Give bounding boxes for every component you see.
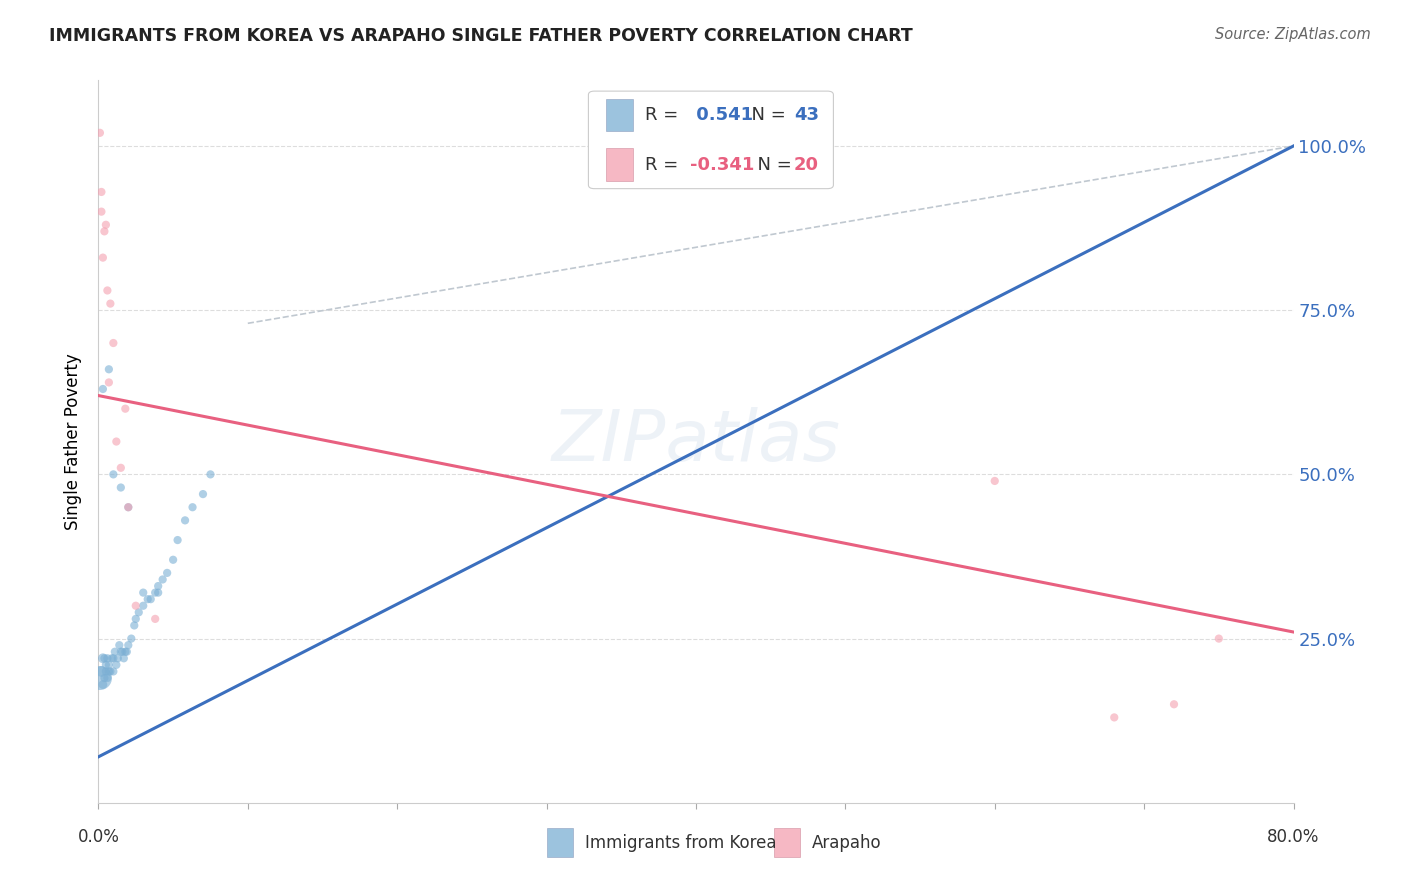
Point bbox=[120, 632, 142, 646]
Point bbox=[148, 585, 170, 599]
Point bbox=[117, 500, 139, 515]
Point bbox=[181, 500, 204, 515]
Point bbox=[90, 665, 112, 679]
Text: 0.0%: 0.0% bbox=[77, 828, 120, 847]
Point bbox=[156, 566, 179, 580]
Y-axis label: Single Father Poverty: Single Father Poverty bbox=[65, 353, 83, 530]
Point bbox=[90, 204, 112, 219]
Point bbox=[125, 612, 148, 626]
Point bbox=[105, 657, 128, 672]
Point bbox=[94, 218, 117, 232]
Point bbox=[96, 671, 118, 685]
Point bbox=[101, 651, 124, 665]
Text: 80.0%: 80.0% bbox=[1267, 828, 1320, 847]
Text: R =: R = bbox=[644, 156, 683, 174]
Point bbox=[148, 579, 170, 593]
Point bbox=[105, 434, 128, 449]
Point bbox=[93, 224, 115, 238]
Point bbox=[125, 599, 148, 613]
Point bbox=[108, 638, 131, 652]
Point bbox=[115, 645, 138, 659]
Text: N =: N = bbox=[740, 106, 792, 124]
Point bbox=[90, 185, 112, 199]
Point bbox=[97, 362, 120, 376]
Point bbox=[98, 665, 122, 679]
Point bbox=[104, 645, 127, 659]
Text: -0.341: -0.341 bbox=[690, 156, 755, 174]
Point bbox=[1104, 710, 1126, 724]
Point bbox=[110, 645, 132, 659]
Point bbox=[91, 251, 114, 265]
FancyBboxPatch shape bbox=[589, 91, 834, 189]
Point bbox=[97, 665, 120, 679]
Point bbox=[91, 677, 114, 691]
Point bbox=[96, 651, 118, 665]
Bar bbox=[606, 99, 633, 131]
Text: Arapaho: Arapaho bbox=[811, 833, 882, 852]
Text: Source: ZipAtlas.com: Source: ZipAtlas.com bbox=[1215, 27, 1371, 42]
Point bbox=[139, 592, 162, 607]
Point bbox=[94, 665, 117, 679]
Point bbox=[114, 401, 136, 416]
Point bbox=[117, 500, 139, 515]
Text: 20: 20 bbox=[794, 156, 818, 174]
Point bbox=[174, 513, 197, 527]
Point bbox=[89, 126, 111, 140]
Point bbox=[984, 474, 1007, 488]
Point bbox=[91, 651, 114, 665]
Point bbox=[103, 651, 125, 665]
Point bbox=[143, 612, 166, 626]
Text: ZIPatlas: ZIPatlas bbox=[551, 407, 841, 476]
Point bbox=[110, 460, 132, 475]
Point bbox=[152, 573, 174, 587]
Point bbox=[124, 618, 146, 632]
Bar bbox=[606, 148, 633, 181]
Text: Immigrants from Korea: Immigrants from Korea bbox=[585, 833, 776, 852]
Point bbox=[136, 592, 159, 607]
Point bbox=[93, 651, 115, 665]
Text: 43: 43 bbox=[794, 106, 818, 124]
Point bbox=[93, 671, 115, 685]
Bar bbox=[547, 828, 572, 857]
Point bbox=[94, 657, 117, 672]
Text: 0.541: 0.541 bbox=[690, 106, 754, 124]
Point bbox=[128, 605, 150, 619]
Point bbox=[117, 638, 139, 652]
Point bbox=[132, 599, 155, 613]
Point bbox=[166, 533, 188, 547]
Point bbox=[97, 376, 120, 390]
Point bbox=[107, 651, 129, 665]
Point bbox=[1163, 698, 1185, 712]
Point bbox=[96, 284, 118, 298]
Point bbox=[97, 657, 120, 672]
Point bbox=[103, 467, 125, 482]
Point bbox=[191, 487, 214, 501]
Point bbox=[91, 382, 114, 396]
Point bbox=[103, 336, 125, 351]
Text: N =: N = bbox=[747, 156, 797, 174]
Point bbox=[112, 651, 135, 665]
Point bbox=[110, 481, 132, 495]
Point bbox=[200, 467, 222, 482]
Text: IMMIGRANTS FROM KOREA VS ARAPAHO SINGLE FATHER POVERTY CORRELATION CHART: IMMIGRANTS FROM KOREA VS ARAPAHO SINGLE … bbox=[49, 27, 912, 45]
Point bbox=[103, 665, 125, 679]
Point bbox=[98, 296, 122, 310]
Point bbox=[162, 553, 184, 567]
Point bbox=[132, 585, 155, 599]
Point bbox=[143, 585, 166, 599]
Bar bbox=[773, 828, 800, 857]
Point bbox=[111, 645, 134, 659]
Point bbox=[1208, 632, 1230, 646]
Point bbox=[89, 671, 111, 685]
Text: R =: R = bbox=[644, 106, 683, 124]
Point bbox=[114, 645, 136, 659]
